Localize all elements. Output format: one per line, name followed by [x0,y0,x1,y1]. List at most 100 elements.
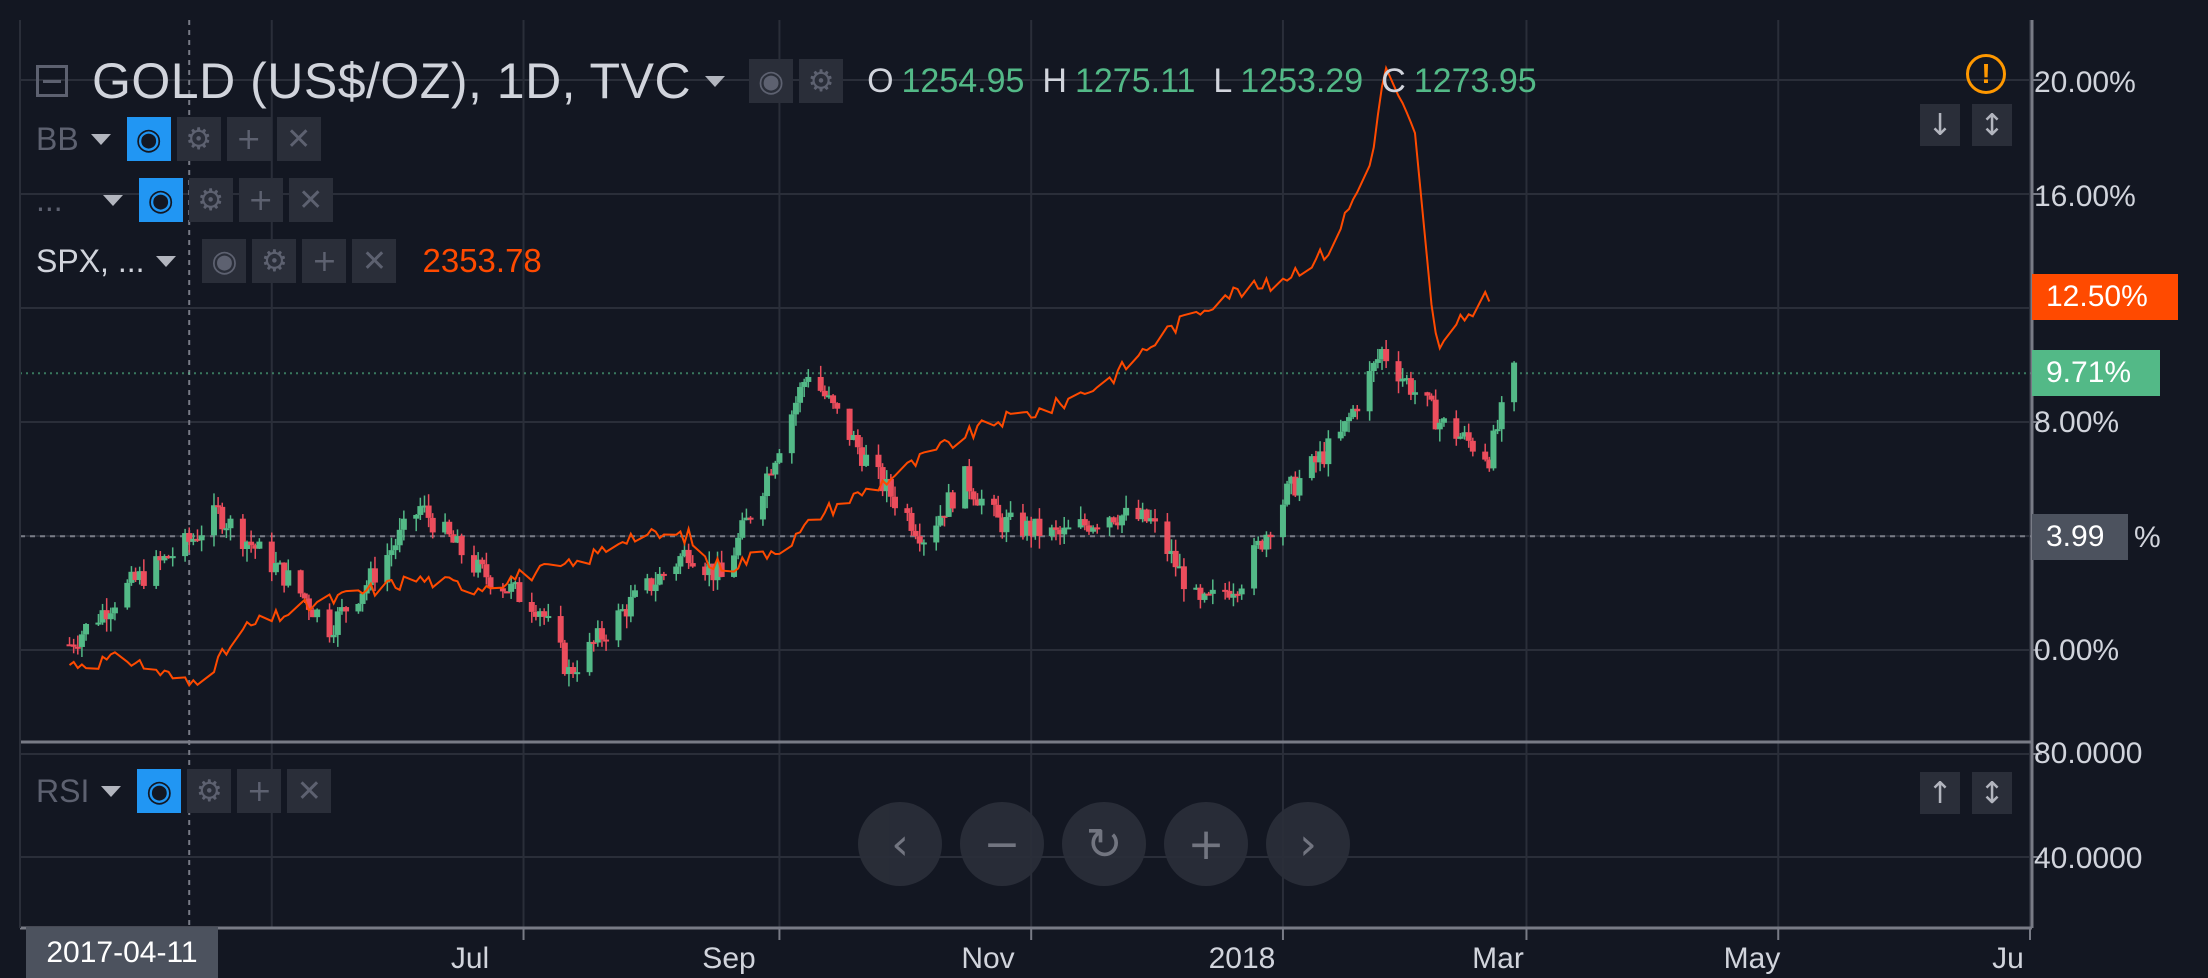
close-icon[interactable]: ✕ [288,178,333,222]
candle-body [499,588,506,592]
close-icon[interactable]: ✕ [287,769,332,813]
candle-body [1090,527,1097,532]
close-icon[interactable]: ✕ [352,239,397,283]
candle-body [603,639,610,642]
candle-body [797,387,804,403]
candle-body [875,454,882,468]
symbol-title[interactable]: GOLD (US$/OZ), 1D, TVC [92,53,692,109]
candle-body [1052,527,1059,530]
maximize-pane-icon[interactable]: ↕ [1972,104,2012,146]
arrow-up-icon[interactable]: ↑ [1920,772,1960,814]
candle-body [1403,378,1410,381]
eye-icon[interactable]: ◉ [126,117,171,161]
candle-body [132,571,139,581]
candle-body [301,593,308,599]
candle-body [99,610,106,623]
plus-icon[interactable]: + [302,239,347,283]
candle-body [417,506,424,515]
gear-icon[interactable]: ⚙ [176,117,221,161]
ohlc-open-key: O [867,61,894,100]
plus-icon[interactable]: + [237,769,282,813]
candle-body [879,467,886,492]
candle-body [1366,371,1373,412]
candle-body [1350,408,1357,418]
candle-body [1003,517,1010,533]
candle-body [504,591,511,594]
candle-body [565,667,572,675]
candle-body [941,515,948,518]
candle-body [1412,392,1419,395]
eye-icon[interactable]: ◉ [137,769,182,813]
rsi-name[interactable]: RSI [36,772,90,809]
candle-body [78,634,85,647]
candle-body [731,555,738,577]
eye-icon[interactable]: ◉ [202,239,247,283]
gear-icon[interactable]: ⚙ [188,178,233,222]
candle-body [277,562,284,565]
gear-icon[interactable]: ⚙ [252,239,297,283]
candle-body [310,609,317,618]
candle-body [557,616,564,643]
maximize-pane-icon[interactable]: ↕ [1972,772,2012,814]
candle-body [479,559,486,565]
candle-body [706,563,713,576]
scroll-right-button[interactable]: › [1266,802,1350,886]
candle-body [1337,431,1344,439]
spx-legend: SPX, ... ◉ ⚙ + ✕ 2353.78 [36,239,542,283]
candle-body [70,644,77,647]
arrow-down-icon[interactable]: ↓ [1920,104,1960,146]
indicator-bb-name[interactable]: BB [36,120,79,157]
candle-body [1143,509,1150,522]
reset-button[interactable]: ↻ [1062,802,1146,886]
alert-icon[interactable]: ! [1966,54,2006,94]
indicator-2-legend: ... ◉ ⚙ + ✕ [36,178,339,222]
candle-body [1234,593,1241,596]
candle-body [1263,534,1270,550]
close-icon[interactable]: ✕ [276,117,321,161]
candle-body [128,571,135,583]
candle-body [1498,402,1505,430]
candle-body [739,520,746,538]
zoom-in-button[interactable]: + [1164,802,1248,886]
candle-body [970,491,977,500]
candle-body [1007,512,1014,518]
candle-body [326,609,333,638]
candle-body [198,535,205,541]
zoom-out-button[interactable]: − [960,802,1044,886]
chevron-down-icon[interactable] [101,785,122,797]
candle-body [1341,421,1348,432]
time-label: 2018 [1208,942,1276,975]
chevron-down-icon[interactable] [156,255,177,267]
candle-body [1201,593,1208,600]
chevron-down-icon[interactable] [705,75,726,87]
scroll-left-button[interactable]: ‹ [858,802,942,886]
ohlc-close-key: C [1381,61,1406,100]
chevron-down-icon[interactable] [90,133,111,145]
candle-body [652,584,659,592]
collapse-icon[interactable] [36,65,68,97]
candle-body [190,538,197,542]
indicator-2-name[interactable]: ... [36,181,63,218]
candle-body [516,582,523,602]
candle-body [1345,417,1352,422]
spx-name[interactable]: SPX, ... [36,242,145,279]
candle-body [594,628,601,643]
eye-icon[interactable]: ◉ [749,59,794,103]
candle-body [1399,378,1406,382]
plus-icon[interactable]: + [238,178,283,222]
candle-body [1019,512,1026,536]
chevron-down-icon[interactable] [102,194,123,206]
plus-icon[interactable]: + [226,117,271,161]
candle-body [1465,432,1472,441]
candle-body [685,549,692,564]
candle-body [933,525,940,543]
candle-body [570,667,577,674]
candle-body [656,573,663,585]
gear-icon[interactable]: ⚙ [799,59,844,103]
eye-icon[interactable]: ◉ [138,178,183,222]
candle-body [1379,349,1386,360]
gear-icon[interactable]: ⚙ [187,769,232,813]
time-label: Sep [702,942,756,975]
candle-body [153,556,160,586]
